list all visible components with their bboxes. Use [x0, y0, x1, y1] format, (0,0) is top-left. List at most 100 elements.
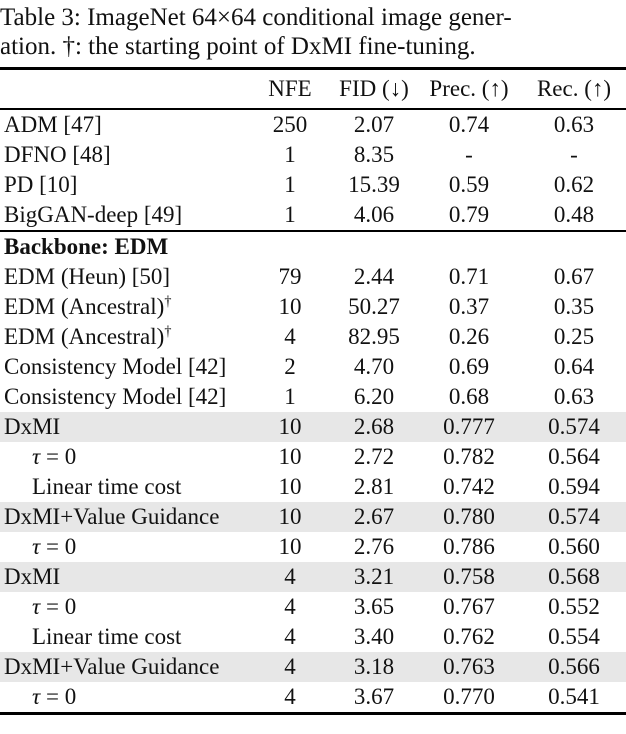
row-label: DxMI [4, 564, 61, 589]
cell-fid: 6.20 [353, 384, 395, 409]
cell-rec: 0.67 [553, 264, 595, 289]
table-row: DxMI 10 2.68 0.777 0.574 [0, 412, 626, 442]
cell-fid: 4.06 [353, 202, 395, 227]
header-fid: FID (↓) [332, 68, 416, 110]
cell-rec: 0.25 [553, 324, 595, 349]
cell-method-label: Consistency Model [42] [0, 352, 248, 382]
cell-prec: 0.59 [448, 172, 490, 197]
row-label: Linear time cost [32, 624, 182, 649]
cell-rec: 0.552 [548, 594, 600, 619]
cell-nfe: 4 [284, 594, 296, 619]
cell-prec: 0.770 [443, 684, 495, 709]
table-row: BigGAN-deep [49] 1 4.06 0.79 0.48 [0, 200, 626, 231]
caption-line-1: Table 3: ImageNet 64×64 conditional imag… [0, 4, 512, 31]
cell-method-label: Linear time cost [0, 472, 248, 502]
table-row: Consistency Model [42] 1 6.20 0.68 0.63 [0, 382, 626, 412]
cell-method-label: τ = 0 [0, 442, 248, 472]
cell-prec: 0.74 [448, 112, 490, 137]
table-body: ADM [47] 250 2.07 0.74 0.63 DFNO [48] 1 … [0, 109, 626, 714]
cell-nfe: 250 [272, 112, 308, 137]
cell-fid: 2.07 [353, 112, 395, 137]
cell-prec: 0.777 [443, 414, 495, 439]
cell-nfe: 1 [284, 172, 296, 197]
header-rec: Rec. (↑) [522, 68, 626, 110]
cell-rec: 0.63 [553, 384, 595, 409]
cell-fid: 50.27 [348, 294, 400, 319]
cell-rec: 0.63 [553, 112, 595, 137]
cell-nfe: 10 [278, 504, 302, 529]
table-row: PD [10] 1 15.39 0.59 0.62 [0, 170, 626, 200]
table-row: Linear time cost 4 3.40 0.762 0.554 [0, 622, 626, 652]
cell-rec: 0.554 [548, 624, 600, 649]
table-row: DFNO [48] 1 8.35 - - [0, 140, 626, 170]
row-label: EDM (Ancestral) [4, 294, 165, 319]
row-label: DFNO [48] [4, 142, 111, 167]
row-label: BigGAN-deep [49] [4, 202, 183, 227]
row-label-math: τ [32, 684, 41, 709]
cell-prec: 0.782 [443, 444, 495, 469]
cell-nfe: 2 [284, 354, 296, 379]
cell-method-label: DxMI+Value Guidance [0, 502, 248, 532]
cell-nfe: 1 [284, 384, 296, 409]
header-row: NFE FID (↓) Prec. (↑) Rec. (↑) [0, 68, 626, 110]
cell-rec [522, 230, 626, 262]
cell-nfe: 4 [284, 624, 296, 649]
cell-fid: 2.81 [353, 474, 395, 499]
cell-fid: 2.72 [353, 444, 395, 469]
row-label: EDM (Heun) [50] [4, 264, 171, 289]
cell-method-label: Consistency Model [42] [0, 382, 248, 412]
row-label: DxMI+Value Guidance [4, 654, 220, 679]
cell-nfe: 4 [284, 324, 296, 349]
cell-prec: 0.68 [448, 384, 490, 409]
cell-method-label: τ = 0 [0, 592, 248, 622]
row-label: DxMI+Value Guidance [4, 504, 220, 529]
cell-fid: 4.70 [353, 354, 395, 379]
row-label: = 0 [40, 534, 77, 559]
cell-fid: 8.35 [353, 142, 395, 167]
cell-method-label: Backbone: EDM [0, 230, 248, 262]
table-row: EDM (Ancestral)† 10 50.27 0.37 0.35 [0, 292, 626, 322]
cell-nfe: 10 [278, 534, 302, 559]
row-label: ADM [47] [4, 112, 102, 137]
cell-method-label: Linear time cost [0, 622, 248, 652]
cell-method-label: EDM (Ancestral)† [0, 322, 248, 352]
caption-line-2: ation. †: the starting point of DxMI fin… [0, 33, 476, 60]
row-label: = 0 [40, 594, 77, 619]
cell-fid: 2.44 [353, 264, 395, 289]
cell-method-label: EDM (Ancestral)† [0, 292, 248, 322]
cell-method-label: DFNO [48] [0, 140, 248, 170]
row-label-math: τ [32, 444, 41, 469]
row-label: PD [10] [4, 172, 78, 197]
cell-nfe: 10 [278, 294, 302, 319]
cell-nfe: 10 [278, 474, 302, 499]
cell-fid [332, 230, 416, 262]
cell-nfe: 4 [284, 564, 296, 589]
dagger-icon: † [164, 323, 172, 340]
cell-nfe [248, 230, 332, 262]
cell-rec: 0.568 [548, 564, 600, 589]
table-header: NFE FID (↓) Prec. (↑) Rec. (↑) [0, 68, 626, 110]
cell-prec: - [465, 142, 473, 167]
table-caption: Table 3: ImageNet 64×64 conditional imag… [0, 3, 626, 61]
cell-method-label: τ = 0 [0, 682, 248, 714]
cell-prec: 0.69 [448, 354, 490, 379]
cell-fid: 2.68 [353, 414, 395, 439]
table-row: Backbone: EDM [0, 230, 626, 262]
cell-fid: 82.95 [348, 324, 400, 349]
row-label-math: τ [32, 594, 41, 619]
table-row: Consistency Model [42] 2 4.70 0.69 0.64 [0, 352, 626, 382]
cell-method-label: DxMI+Value Guidance [0, 652, 248, 682]
cell-nfe: 1 [284, 142, 296, 167]
cell-prec [416, 230, 522, 262]
cell-rec: 0.48 [553, 202, 595, 227]
cell-nfe: 79 [278, 264, 302, 289]
cell-prec: 0.780 [443, 504, 495, 529]
cell-rec: 0.574 [548, 414, 600, 439]
row-label: = 0 [40, 444, 77, 469]
table-row: EDM (Ancestral)† 4 82.95 0.26 0.25 [0, 322, 626, 352]
cell-fid: 15.39 [348, 172, 400, 197]
row-label: Backbone: EDM [4, 234, 169, 259]
row-label: EDM (Ancestral) [4, 324, 165, 349]
row-label: DxMI [4, 414, 61, 439]
